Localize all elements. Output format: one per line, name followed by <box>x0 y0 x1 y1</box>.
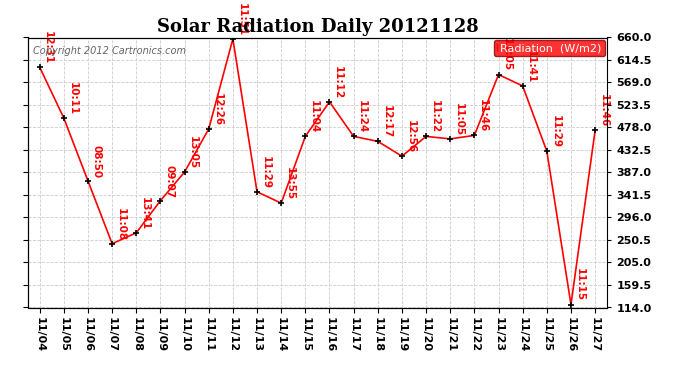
Text: 12:31: 12:31 <box>43 31 53 64</box>
Text: 11:08: 11:08 <box>116 208 126 241</box>
Text: 11:15: 11:15 <box>575 268 584 302</box>
Text: 08:50: 08:50 <box>92 145 101 178</box>
Text: 11:46: 11:46 <box>599 94 609 128</box>
Text: 12:56: 12:56 <box>406 120 415 153</box>
Legend: Radiation  (W/m2): Radiation (W/m2) <box>493 40 605 56</box>
Text: 13:55: 13:55 <box>285 167 295 200</box>
Text: 09:07: 09:07 <box>164 165 174 198</box>
Text: 11:46: 11:46 <box>478 99 488 132</box>
Text: 11:05: 11:05 <box>454 103 464 136</box>
Text: 12:26: 12:26 <box>213 93 222 126</box>
Text: 11:41: 11:41 <box>526 50 536 83</box>
Text: 11:04: 11:04 <box>309 100 319 134</box>
Text: 11:22: 11:22 <box>430 100 440 134</box>
Text: 11:24: 11:24 <box>357 100 367 134</box>
Title: Solar Radiation Daily 20121128: Solar Radiation Daily 20121128 <box>157 18 478 36</box>
Text: 11:12: 11:12 <box>333 66 343 99</box>
Text: 11:51: 11:51 <box>237 3 246 36</box>
Text: 11:29: 11:29 <box>261 156 270 189</box>
Text: 13:05: 13:05 <box>188 136 198 169</box>
Text: 13:41: 13:41 <box>140 196 150 230</box>
Text: 12:17: 12:17 <box>382 105 391 138</box>
Text: 11:29: 11:29 <box>551 115 560 148</box>
Text: Copyright 2012 Cartronics.com: Copyright 2012 Cartronics.com <box>33 46 186 56</box>
Text: 11:05: 11:05 <box>502 39 512 72</box>
Text: 10:11: 10:11 <box>68 82 77 115</box>
